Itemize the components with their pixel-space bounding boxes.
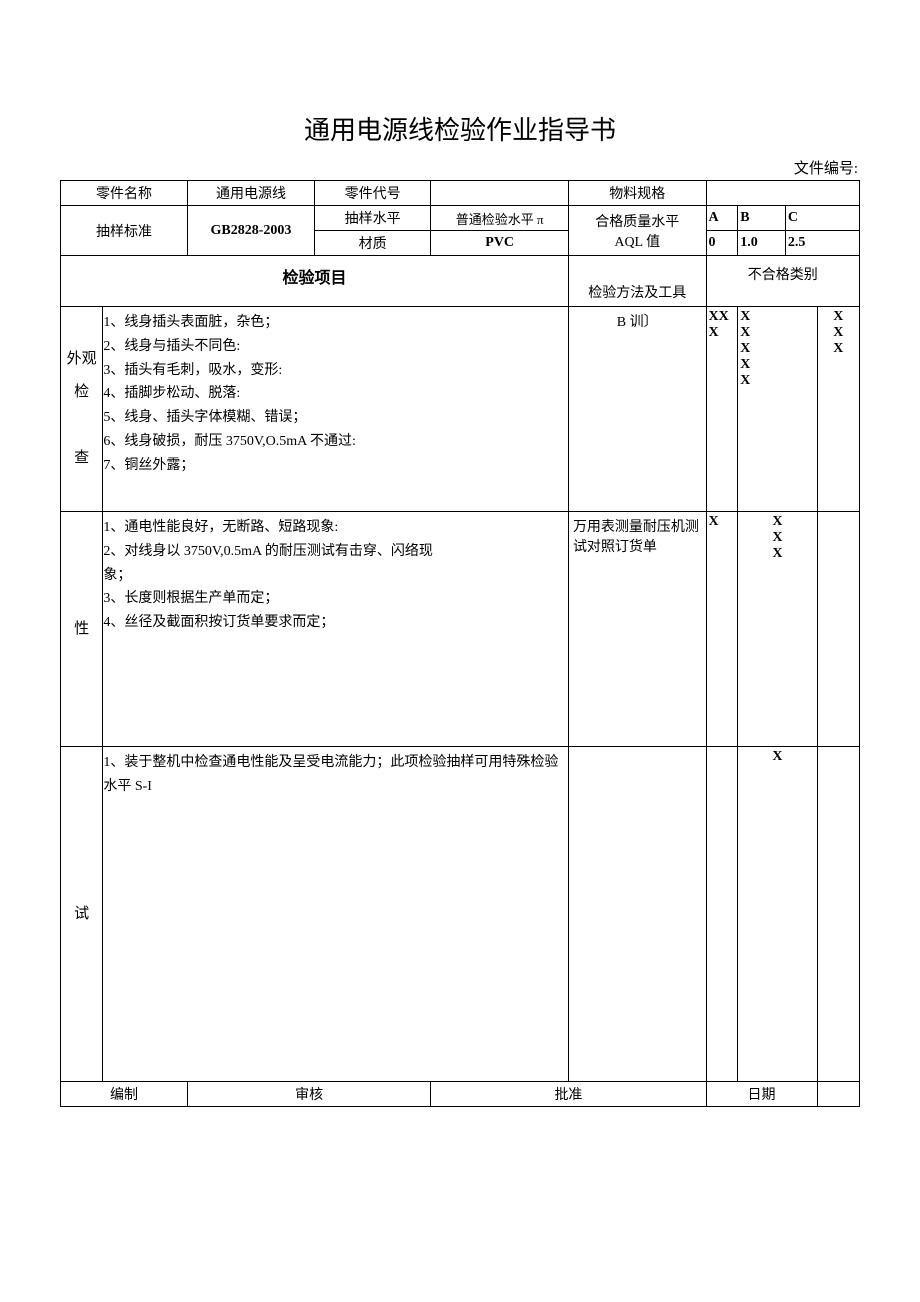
aql-val-a: 0 bbox=[706, 231, 738, 256]
test-items: 1、装于整机中检查通电性能及呈受电流能力；此项检验抽样可用特殊检验水平 S-I bbox=[103, 747, 569, 1082]
header-row-2: 抽样标准 GB2828-2003 抽样水平 普通检验水平 π 合格质量水平 AQ… bbox=[61, 206, 860, 231]
inspection-table: 零件名称 通用电源线 零件代号 物料规格 抽样标准 GB2828-2003 抽样… bbox=[60, 180, 860, 1107]
aql-label-line2: AQL 值 bbox=[614, 235, 660, 250]
appearance-method: B 训〕 bbox=[568, 307, 706, 512]
footer-compile: 编制 bbox=[61, 1082, 188, 1107]
part-code-label: 零件代号 bbox=[314, 181, 430, 206]
footer-blank bbox=[817, 1082, 859, 1107]
sampling-level-label: 抽样水平 bbox=[314, 206, 430, 231]
aql-col-a-label: A bbox=[706, 206, 738, 231]
appearance-row: 外观检 查 1、线身插头表面脏，杂色； 2、线身与插头不同色: 3、插头有毛刺，… bbox=[61, 307, 860, 512]
document-title: 通用电源线检验作业指导书 bbox=[60, 110, 860, 147]
page-container: 通用电源线检验作业指导书 文件编号: 零件名称 通用电源线 零件代号 物料规格 … bbox=[0, 0, 920, 1302]
footer-review: 审核 bbox=[187, 1082, 430, 1107]
material-value: PVC bbox=[431, 231, 569, 256]
aql-val-c: 2.5 bbox=[785, 231, 859, 256]
header-row-1: 零件名称 通用电源线 零件代号 物料规格 bbox=[61, 181, 860, 206]
footer-approve: 批准 bbox=[431, 1082, 706, 1107]
method-tools-label: 检验方法及工具 bbox=[568, 256, 706, 307]
performance-col-a: X bbox=[706, 512, 738, 747]
material-spec-label: 物料规格 bbox=[568, 181, 706, 206]
performance-col-c bbox=[817, 512, 859, 747]
document-number-label: 文件编号: bbox=[60, 157, 860, 178]
sampling-std-value: GB2828-2003 bbox=[187, 206, 314, 256]
footer-row: 编制 审核 批准 日期 bbox=[61, 1082, 860, 1107]
footer-date: 日期 bbox=[706, 1082, 817, 1107]
appearance-col-a: XX X bbox=[706, 307, 738, 512]
performance-row: 性 1、通电性能良好，无断路、短路现象: 2、对线身以 3750V,0.5mA … bbox=[61, 512, 860, 747]
aql-col-c-label: C bbox=[785, 206, 859, 231]
performance-method: 万用表测量耐压机测试对照订货单 bbox=[568, 512, 706, 747]
part-name-label: 零件名称 bbox=[61, 181, 188, 206]
material-spec-value bbox=[706, 181, 860, 206]
aql-label: 合格质量水平 AQL 值 bbox=[568, 206, 706, 256]
part-code-value bbox=[431, 181, 569, 206]
performance-col-b: X X X bbox=[738, 512, 817, 747]
material-label: 材质 bbox=[314, 231, 430, 256]
test-col-b: X bbox=[738, 747, 817, 1082]
test-col-a bbox=[706, 747, 738, 1082]
performance-items: 1、通电性能良好，无断路、短路现象: 2、对线身以 3750V,0.5mA 的耐… bbox=[103, 512, 569, 747]
aql-col-b-label: B bbox=[738, 206, 786, 231]
sampling-std-label: 抽样标准 bbox=[61, 206, 188, 256]
appearance-col-b: X X X X X bbox=[738, 307, 817, 512]
part-name-value: 通用电源线 bbox=[187, 181, 314, 206]
inspection-items-label: 检验项目 bbox=[61, 256, 569, 307]
sampling-level-value: 普通检验水平 π bbox=[431, 206, 569, 231]
appearance-side-label: 外观检 查 bbox=[61, 307, 103, 512]
defect-class-label: 不合格类别 bbox=[706, 256, 860, 307]
section-header-row: 检验项目 检验方法及工具 不合格类别 bbox=[61, 256, 860, 307]
test-col-c bbox=[817, 747, 859, 1082]
aql-label-line1: 合格质量水平 bbox=[595, 215, 679, 230]
test-row: 试 1、装于整机中检查通电性能及呈受电流能力；此项检验抽样可用特殊检验水平 S-… bbox=[61, 747, 860, 1082]
aql-val-b: 1.0 bbox=[738, 231, 786, 256]
performance-side-label: 性 bbox=[61, 512, 103, 747]
test-method bbox=[568, 747, 706, 1082]
appearance-col-c: X X X bbox=[817, 307, 859, 512]
test-side-label: 试 bbox=[61, 747, 103, 1082]
appearance-items: 1、线身插头表面脏，杂色； 2、线身与插头不同色: 3、插头有毛刺，吸水，变形:… bbox=[103, 307, 569, 512]
